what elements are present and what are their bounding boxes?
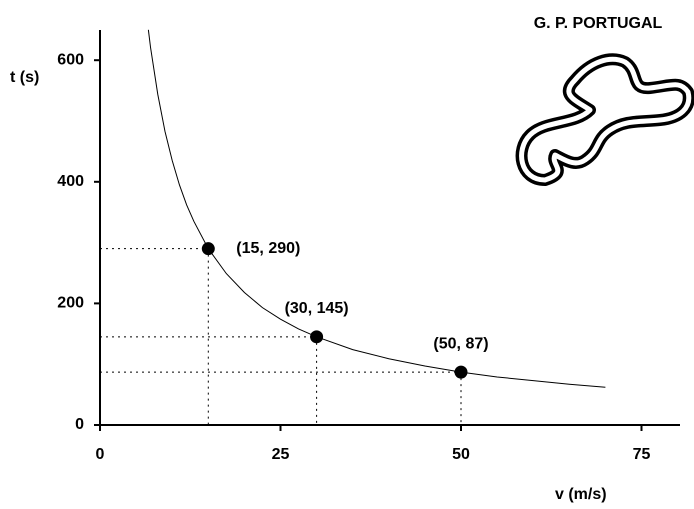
x-axis-label: v (m/s) [555, 486, 607, 503]
point [310, 330, 324, 344]
x-tick-label: 25 [272, 446, 290, 463]
curve [147, 29, 606, 388]
point [454, 365, 468, 379]
track-icon [515, 53, 694, 186]
point-label: (50, 87) [433, 335, 488, 352]
y-axis-label: t (s) [10, 69, 39, 86]
x-tick-label: 0 [96, 446, 105, 463]
x-tick-label: 75 [633, 446, 651, 463]
y-tick-label: 600 [57, 51, 84, 68]
y-tick-label: 400 [57, 173, 84, 190]
y-tick-label: 0 [75, 416, 84, 433]
y-tick-label: 200 [57, 295, 84, 312]
x-tick-label: 50 [452, 446, 470, 463]
point-label: (15, 290) [236, 240, 300, 257]
chart-title: G. P. PORTUGAL [534, 15, 663, 32]
point-label: (30, 145) [285, 300, 349, 317]
point [201, 242, 215, 256]
